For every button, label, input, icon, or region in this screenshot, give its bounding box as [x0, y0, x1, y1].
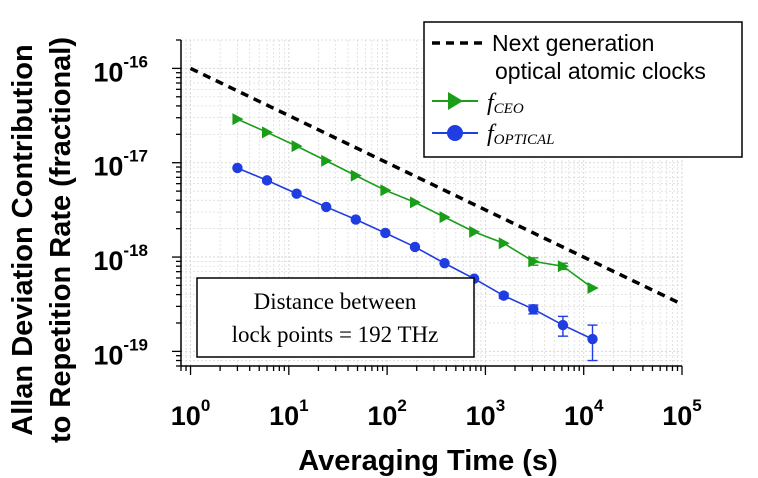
foptical-point: [557, 319, 569, 331]
foptical-point: [350, 214, 361, 225]
data-series: [232, 113, 599, 362]
x-tick-base: 10: [367, 401, 397, 431]
foptical-point: [587, 333, 598, 345]
x-tick-label: 102: [367, 396, 407, 431]
x-tick-label: 100: [171, 396, 211, 431]
y-tick-exp: -16: [123, 52, 148, 71]
fceo-point: [232, 113, 244, 126]
legend-swatch-foptical-marker: [447, 125, 463, 141]
legend-label-clocks-line1: Next generation: [492, 30, 654, 56]
fceo-point: [439, 211, 451, 224]
y-tick-base: 10: [93, 246, 123, 276]
x-tick-exp: 3: [496, 396, 505, 415]
x-tick-label: 105: [662, 396, 702, 431]
annotation-line2: lock points = 192 THz: [232, 322, 439, 347]
legend-swatch-fceo-marker: [448, 92, 463, 110]
plot-frame: [172, 39, 683, 375]
reference-line: [189, 66, 683, 306]
y-axis-title-line2: to Repetition Rate (fractional): [45, 37, 77, 443]
y-tick-base: 10: [93, 57, 123, 87]
x-axis-tick-labels: 100 101 102 103 104 105: [171, 396, 702, 431]
y-tick-label: 10-18: [93, 241, 148, 276]
y-tick-exp: -17: [123, 147, 148, 166]
y-tick-label: 10-16: [93, 52, 148, 87]
x-tick-base: 10: [564, 401, 594, 431]
x-tick-exp: 4: [594, 396, 604, 415]
x-tick-base: 10: [269, 401, 299, 431]
x-tick-label: 101: [269, 396, 309, 431]
x-tick-exp: 0: [201, 396, 210, 415]
legend-foptical-sub: OPTICAL: [494, 132, 555, 148]
x-axis-title: Averaging Time (s): [298, 445, 557, 477]
y-tick-exp: -18: [123, 241, 148, 260]
x-tick-base: 10: [171, 401, 201, 431]
fceo-point: [380, 184, 392, 197]
legend-fceo-sub: CEO: [494, 101, 524, 117]
legend-label-clocks-line2: optical atomic clocks: [495, 58, 706, 84]
foptical-point: [528, 304, 539, 315]
foptical-point: [498, 290, 509, 301]
foptical-point: [380, 227, 391, 239]
x-tick-exp: 5: [692, 396, 701, 415]
x-tick-base: 10: [662, 401, 692, 431]
legend-fceo-main: f: [487, 90, 497, 116]
legend-foptical-main: f: [487, 121, 497, 147]
y-tick-exp: -19: [123, 335, 148, 354]
fceo-point: [498, 237, 510, 250]
foptical-point: [320, 201, 332, 213]
foptical-point: [261, 175, 273, 186]
foptical-point: [439, 258, 450, 269]
foptical-point: [291, 188, 302, 199]
y-tick-label: 10-17: [93, 147, 148, 182]
fceo-point: [469, 225, 481, 238]
x-tick-base: 10: [466, 401, 496, 431]
x-tick-label: 104: [564, 396, 604, 431]
x-tick-exp: 2: [397, 396, 406, 415]
fceo-point: [557, 260, 569, 273]
x-tick-exp: 1: [299, 396, 308, 415]
fceo-point: [262, 126, 274, 139]
x-tick-label: 103: [466, 396, 506, 431]
legend-label-fceo: fCEO: [487, 90, 524, 117]
fceo-point: [321, 154, 333, 167]
annotation-line1: Distance between: [254, 289, 417, 314]
fceo-point: [409, 196, 421, 209]
fceo-point: [291, 140, 303, 153]
y-tick-base: 10: [93, 152, 123, 182]
y-tick-label: 10-19: [93, 335, 148, 370]
legend-label-foptical: fOPTICAL: [487, 121, 555, 148]
clocks-reference-line: [189, 66, 683, 306]
y-tick-base: 10: [93, 340, 123, 370]
foptical-point: [232, 162, 243, 174]
fceo-point: [528, 255, 540, 268]
annotation-box: [196, 277, 475, 358]
fceo-point: [350, 169, 362, 182]
foptical-point: [409, 241, 421, 253]
legend: Next generation optical atomic clocks fC…: [423, 21, 743, 158]
annotation: Distance between lock points = 192 THz: [196, 277, 475, 358]
y-axis-title-line1: Allan Deviation Contribution: [7, 44, 39, 436]
fceo-point: [587, 281, 599, 294]
